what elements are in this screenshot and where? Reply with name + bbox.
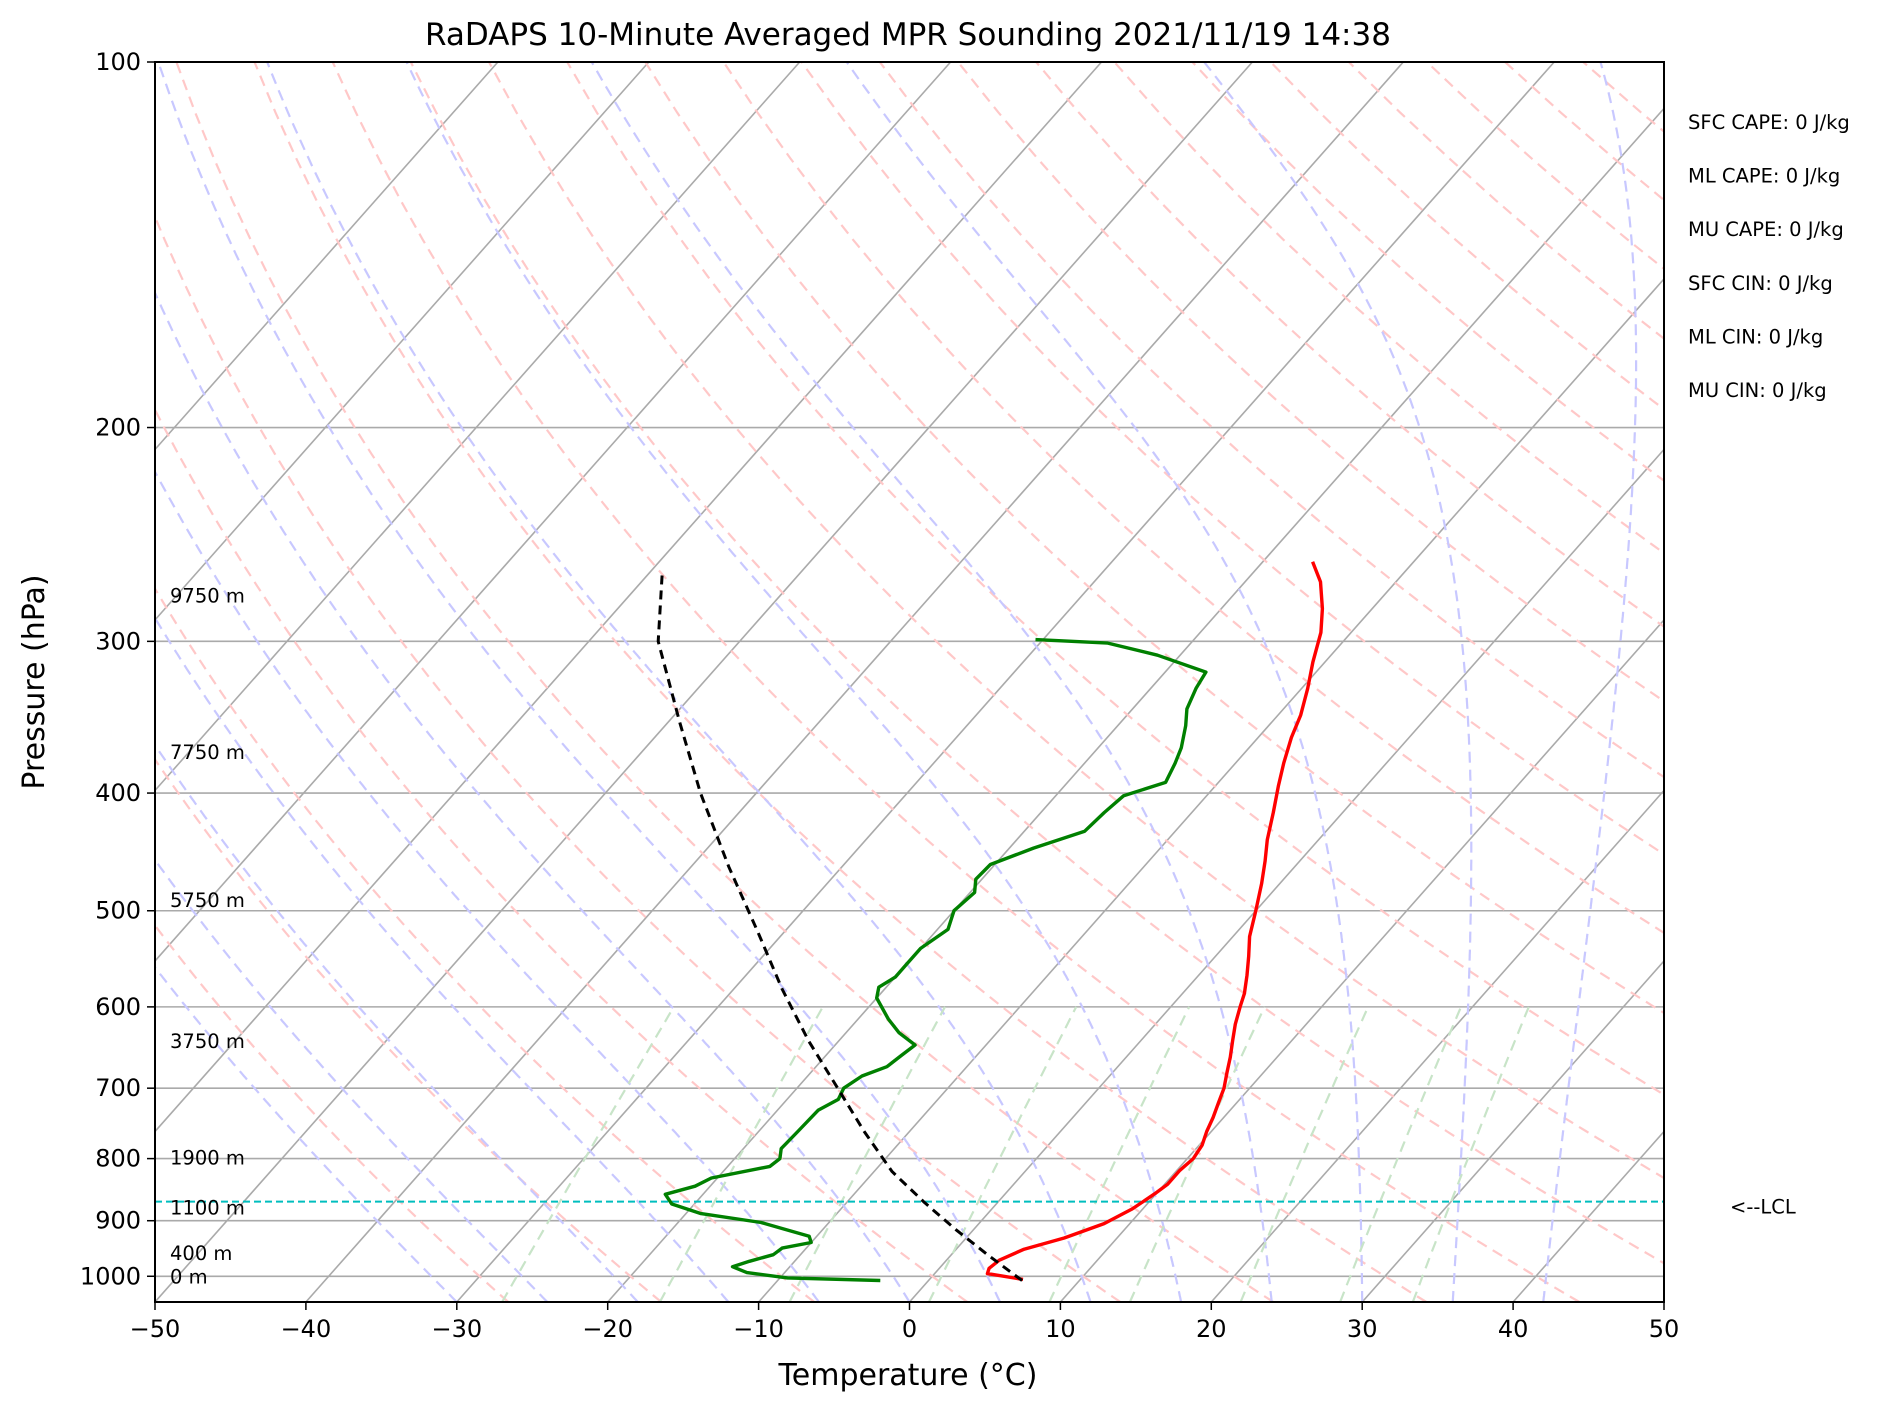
x-tick-label: 10 [1045, 1315, 1076, 1343]
y-tick-label: 300 [95, 627, 141, 655]
y-tick-label: 700 [95, 1074, 141, 1102]
dry-adiabat [155, 214, 1122, 1302]
dry-adiabat [175, 62, 1274, 1302]
dry-adiabat [253, 62, 1427, 1302]
moist-adiabat [845, 62, 1364, 1302]
dry-adiabat [331, 62, 1580, 1302]
y-axis-label: Pressure (hPa) [17, 574, 52, 789]
mixing-ratio-line [1339, 1006, 1463, 1302]
moist-adiabat [590, 62, 1273, 1302]
height-label: 3750 m [170, 1030, 245, 1053]
height-label: 9750 m [170, 584, 245, 607]
x-axis-label: Temperature (°C) [778, 1358, 1038, 1393]
x-tick-label: 20 [1196, 1315, 1227, 1343]
isotherm-line [607, 107, 1664, 1302]
parcel-profile [656, 571, 1023, 1282]
y-tick-label: 600 [95, 993, 141, 1021]
dry-adiabat [409, 62, 1664, 1265]
index-text: MU CIN: 0 J/kg [1688, 379, 1827, 402]
moist-adiabat [266, 62, 1092, 1302]
moist-adiabat [155, 616, 730, 1302]
dry-adiabat [1035, 62, 1664, 628]
lcl-label: <--LCL [1730, 1196, 1796, 1219]
height-label: 7750 m [170, 741, 245, 764]
y-tick-label: 1000 [80, 1262, 141, 1290]
mixing-ratio-line [1128, 1006, 1266, 1302]
isotherm-line [155, 62, 650, 622]
isotherm-line [305, 62, 1404, 1302]
index-text: SFC CIN: 0 J/kg [1688, 272, 1833, 295]
mixing-ratio-line [1239, 1006, 1370, 1302]
moist-adiabat [157, 62, 1002, 1302]
dry-adiabat [488, 62, 1664, 1180]
x-tick-label: 40 [1498, 1315, 1529, 1343]
dry-adiabat [878, 62, 1664, 779]
index-text: MU CAPE: 0 J/kg [1688, 218, 1844, 241]
x-tick-label: 0 [902, 1315, 917, 1343]
dry-adiabat [566, 62, 1664, 1096]
x-tick-label: −40 [281, 1315, 332, 1343]
x-tick-label: −50 [130, 1315, 181, 1343]
isotherm-line [155, 62, 801, 792]
moist-adiabat [1542, 62, 1638, 1302]
index-text: ML CIN: 0 J/kg [1688, 325, 1823, 348]
x-tick-label: −30 [431, 1315, 482, 1343]
isotherm-line [908, 448, 1664, 1302]
moist-adiabat [155, 858, 549, 1302]
height-label: 0 m [170, 1265, 208, 1288]
dry-adiabat [155, 923, 510, 1302]
height-label: 1900 m [170, 1146, 245, 1169]
isotherm-line [1210, 789, 1664, 1302]
moist-adiabat [155, 290, 911, 1302]
y-tick-label: 800 [95, 1145, 141, 1173]
moist-adiabat [405, 62, 1183, 1302]
x-tick-label: −10 [733, 1315, 784, 1343]
mixing-ratio-line [928, 1006, 1078, 1302]
dry-adiabat [155, 757, 662, 1302]
dewpoint-profile [663, 637, 1208, 1283]
height-label: 5750 m [170, 889, 245, 912]
isotherm-line [155, 62, 1103, 1133]
isotherm-line [1663, 1300, 1664, 1302]
isotherm-line [1059, 618, 1664, 1302]
x-tick-label: −20 [582, 1315, 633, 1343]
index-text: ML CAPE: 0 J/kg [1688, 165, 1840, 188]
isotherm-line [155, 62, 1253, 1302]
moist-adiabat [155, 742, 639, 1302]
temperature-profile [985, 561, 1325, 1282]
height-label: 400 m [170, 1242, 232, 1265]
chart-title: RaDAPS 10-Minute Averaged MPR Sounding 2… [425, 17, 1391, 53]
dry-adiabat [155, 586, 815, 1302]
mixing-ratio-line [1048, 1006, 1191, 1302]
moist-adiabat [155, 469, 820, 1302]
y-tick-label: 200 [95, 414, 141, 442]
dry-adiabat [644, 62, 1664, 1015]
mixing-ratio-line [1411, 1006, 1530, 1302]
mixing-ratio-line [501, 1006, 675, 1302]
moist-adiabat [1203, 62, 1473, 1302]
isotherm-line [155, 62, 952, 963]
y-tick-label: 500 [95, 897, 141, 925]
x-tick-label: 30 [1347, 1315, 1378, 1343]
height-label: 1100 m [170, 1197, 245, 1220]
isotherm-line [155, 62, 499, 451]
dry-adiabat [155, 407, 969, 1302]
y-tick-label: 100 [95, 48, 141, 76]
y-tick-label: 900 [95, 1207, 141, 1235]
x-tick-label: 50 [1649, 1315, 1680, 1343]
mixing-ratio-line [788, 1006, 946, 1302]
isotherm-line [1361, 959, 1664, 1302]
index-text: SFC CAPE: 0 J/kg [1688, 111, 1850, 134]
y-tick-label: 400 [95, 779, 141, 807]
